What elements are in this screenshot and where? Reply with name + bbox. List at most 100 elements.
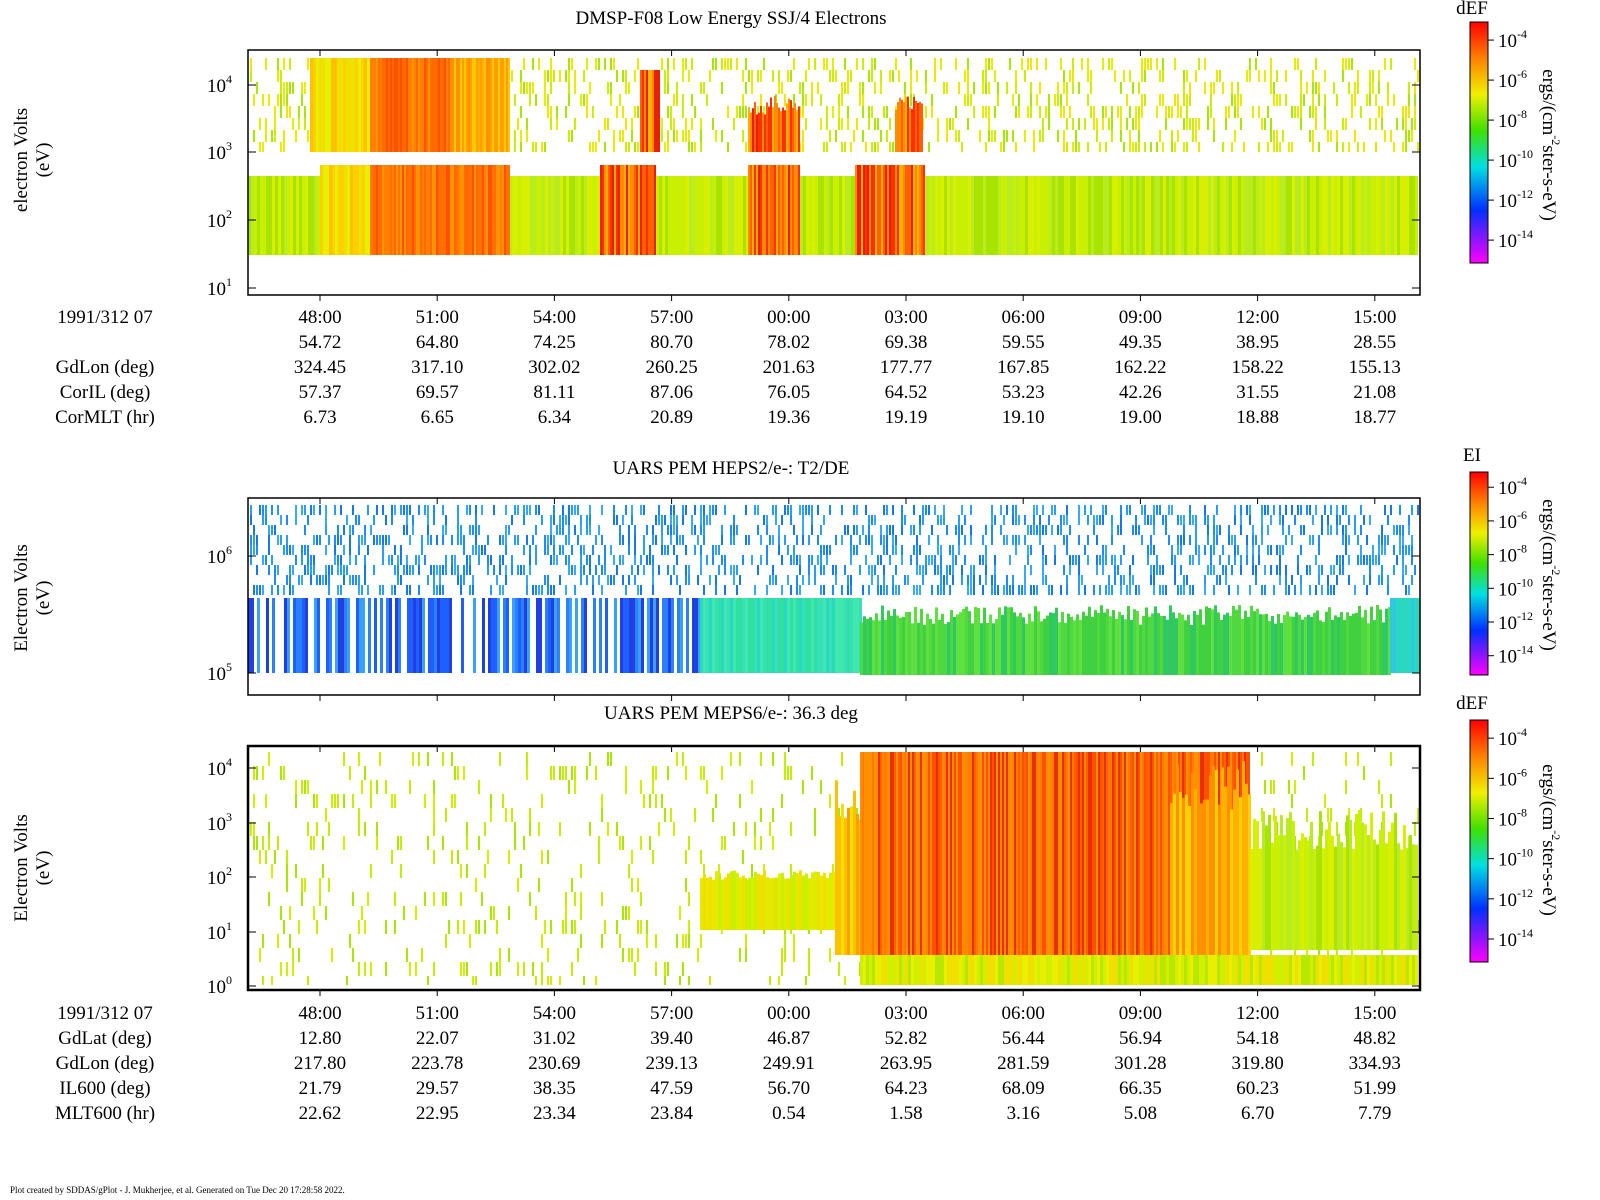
spectrogram-cell [766,585,768,595]
spectrogram-cell [903,165,905,255]
spectrogram-cell [601,794,603,808]
spectrogram-cell [781,872,784,930]
spectrogram-cell [286,94,288,106]
spectrogram-cell [514,836,516,850]
spectrogram-cell [532,962,534,976]
spectrogram-cell [637,920,639,934]
spectrogram-cell [1190,176,1193,255]
spectrogram-cell [715,58,717,70]
spectrogram-cell [986,955,989,985]
spectrogram-cell [805,70,807,82]
spectrogram-cell [1015,535,1017,545]
spectrogram-cell [484,165,486,255]
spectrogram-cell [394,165,396,255]
spectrogram-cell [361,906,363,920]
spectrogram-cell [1178,176,1181,255]
spectrogram-cell [1396,598,1399,673]
spectrogram-cell [439,585,441,595]
spectrogram-cell [323,598,326,673]
spectrogram-cell [1171,142,1173,152]
spectrogram-cell [776,103,778,152]
colorbar [1469,21,1489,264]
colorbar-unit-sup: -2 [1549,830,1563,840]
spectrogram-cell [610,545,612,555]
spectrogram-cell [1012,130,1014,142]
spectrogram-cell [1030,82,1032,94]
spectrogram-cell [559,515,561,525]
spectrogram-cell [457,515,459,525]
colorbar-tick-label: 10-14 [1498,643,1533,668]
spectrogram-cell [427,515,429,525]
colorbar-tick-label-base: 10 [1498,111,1517,132]
spectrogram-cell [409,505,411,515]
spectrogram-cell [1358,176,1361,255]
spectrogram-cell [1291,535,1293,545]
spectrogram-cell [869,165,871,255]
spectrogram-cell [468,165,470,255]
spectrogram-cell [1135,118,1137,130]
spectrogram-cell [307,58,309,70]
spectrogram-cell [919,545,921,555]
spectrogram-cell [1072,58,1074,70]
colorbar-tick-label-base: 10 [1498,546,1517,567]
spectrogram-cell [577,505,579,515]
spectrogram-cell [1064,752,1066,955]
spectrogram-cell [319,575,321,585]
spectrogram-cell [415,962,417,976]
spectrogram-cell [870,752,872,955]
spectrogram-cell [532,535,534,545]
spectrogram-cell [1024,70,1026,82]
spectrogram-cell [739,948,741,962]
spectrogram-cell [346,58,349,152]
spectrogram-cell [920,955,923,985]
spectrogram-cell [1285,505,1287,515]
spectrogram-cell [434,165,436,255]
spectrogram-cell [712,879,715,930]
spectrogram-cell [889,555,891,565]
spectrogram-cell [307,780,309,794]
spectrogram-cell [349,525,351,535]
spectrogram-cell [490,58,492,152]
spectrogram-cell [841,94,843,106]
spectrogram-cell [1042,575,1044,585]
spectrogram-cell [488,165,490,255]
spectrogram-cell [915,165,917,255]
spectrogram-cell [1373,620,1376,675]
spectrogram-cell [808,878,811,930]
spectrogram-cell [886,752,888,955]
spectrogram-cell [1078,752,1080,955]
spectrogram-cell [786,103,788,152]
spectrogram-cell [691,58,693,70]
spectrogram-cell [1195,130,1197,142]
spectrogram-cell [943,575,945,585]
spectrogram-cell [1289,616,1292,675]
spectrogram-cell [1084,752,1086,955]
spectrogram-cell [631,118,633,130]
spectrogram-cell [961,565,963,575]
spectrogram-cell [304,106,306,118]
spectrogram-cell [325,575,327,585]
spectrogram-cell [472,976,474,985]
spectrogram-cell [340,555,342,565]
spectrogram-cell [1352,176,1355,255]
spectrogram-cell [1188,805,1191,955]
spectrogram-cell [1360,525,1362,535]
spectrogram-cell [1171,505,1173,515]
spectrogram-cell [541,962,543,976]
spectrogram-cell [469,505,471,515]
spectrogram-cell [992,955,995,985]
spectrogram-cell [1324,106,1326,118]
spectrogram-cell [572,598,575,673]
spectrogram-cell [760,70,762,82]
spectrogram-cell [343,525,345,535]
spectrogram-cell [1030,58,1032,70]
spectrogram-cell [1300,575,1302,585]
spectrogram-cell [380,58,382,152]
spectrogram-cell [685,545,687,555]
spectrogram-cell [940,575,942,585]
spectrogram-cell [535,976,537,985]
spectrogram-cell [985,106,987,118]
spectrogram-cell [1189,82,1191,94]
spectrogram-cell [1072,70,1074,82]
spectrogram-cell [781,948,783,962]
